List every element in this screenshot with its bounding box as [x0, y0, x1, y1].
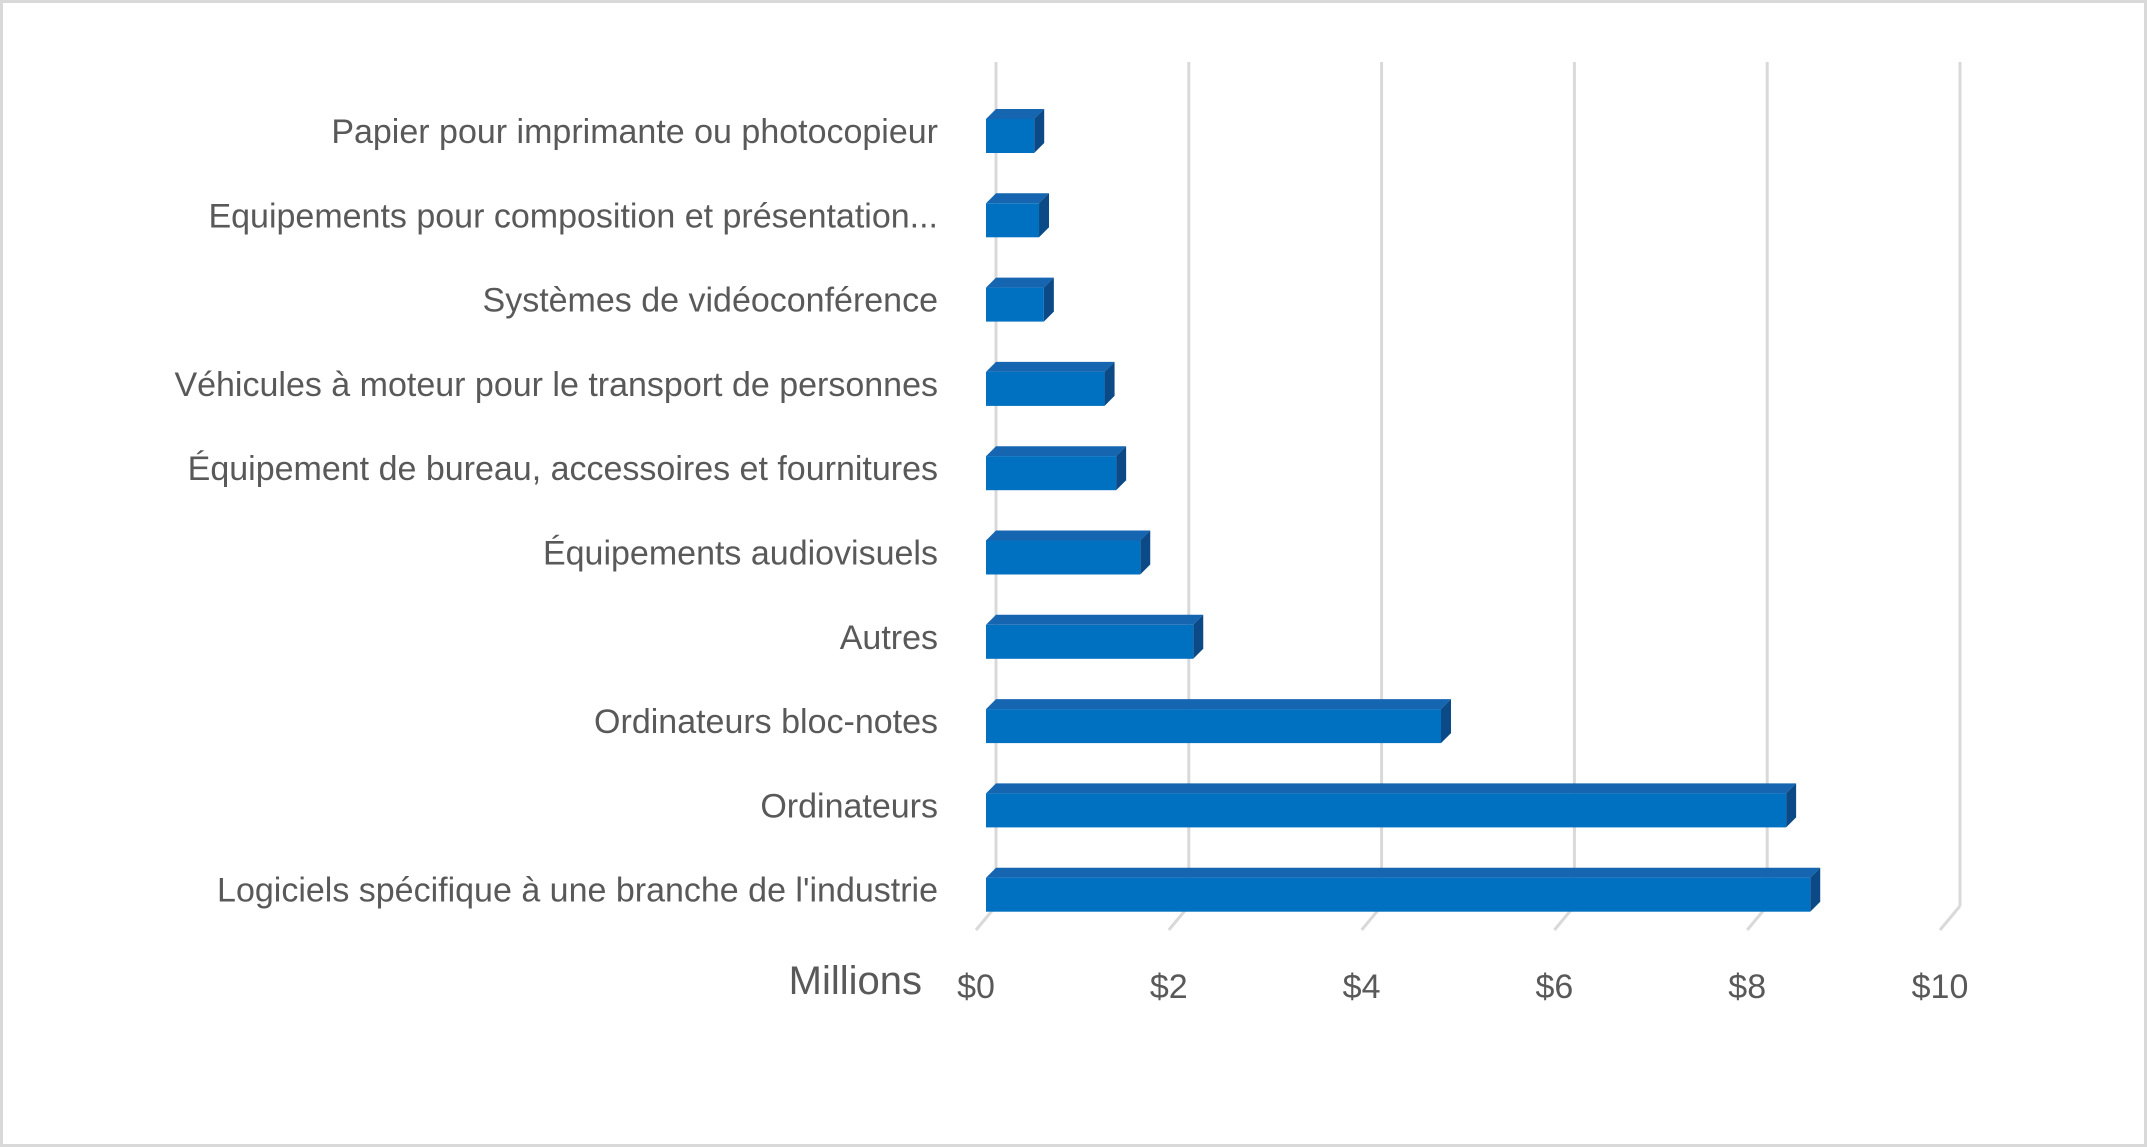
bar-side-face: [1786, 783, 1797, 828]
bar-top-face: [986, 614, 1204, 625]
bar: [986, 614, 1204, 659]
tick-label: $6: [1535, 968, 1573, 1006]
bar: [986, 783, 1797, 828]
bar-front-face: [986, 456, 1117, 491]
bar: [986, 193, 1050, 238]
bar-top-face: [986, 109, 1045, 119]
bar: [986, 277, 1054, 322]
bar-top-face: [986, 361, 1115, 372]
bar-top-face: [986, 193, 1050, 204]
bar-side-face: [1810, 867, 1821, 912]
bar-front-face: [986, 877, 1811, 912]
bar-front-face: [986, 624, 1194, 659]
category-label: Systèmes de vidéoconférence: [483, 282, 938, 320]
bar-front-face: [986, 793, 1787, 828]
tick-labels: $0 $2 $4 $6 $8 $10: [957, 968, 1968, 1006]
bar-side-face: [1104, 361, 1115, 406]
tick-label: $0: [957, 968, 995, 1006]
bar: [986, 867, 1821, 912]
tick-label: $8: [1728, 968, 1766, 1006]
bar-front-face: [986, 540, 1141, 575]
bar: [986, 699, 1452, 744]
bar-side-face: [1116, 446, 1127, 491]
bar: [986, 530, 1151, 575]
bar-front-face: [986, 203, 1040, 238]
category-label: Véhicules à moteur pour le transport de …: [174, 366, 938, 404]
category-label: Ordinateurs: [760, 787, 938, 825]
tick-label: $2: [1150, 968, 1188, 1006]
bar-top-face: [986, 277, 1054, 288]
category-label: Autres: [840, 619, 938, 657]
bar-side-face: [1043, 277, 1054, 322]
category-label: Papier pour imprimante ou photocopieur: [331, 113, 938, 151]
bar: [986, 361, 1115, 406]
category-label: Equipements pour composition et présenta…: [208, 197, 938, 235]
bar-side-face: [1140, 530, 1151, 575]
bar-front-face: [986, 119, 1035, 153]
category-label: Ordinateurs bloc-notes: [594, 703, 938, 741]
bar-front-face: [986, 371, 1105, 406]
bar-side-face: [1034, 109, 1045, 153]
tick-label: $10: [1912, 968, 1969, 1006]
bar-top-face: [986, 699, 1452, 710]
category-label: Logiciels spécifique à une branche de l'…: [217, 872, 938, 910]
bar-top-face: [986, 783, 1797, 794]
bar-top-face: [986, 867, 1821, 878]
bar-front-face: [986, 287, 1044, 322]
bar-front-face: [986, 709, 1442, 744]
bar-side-face: [1039, 193, 1050, 238]
bar-side-face: [1193, 614, 1204, 659]
bar: [986, 109, 1045, 153]
category-label: Équipement de bureau, accessoires et fou…: [188, 450, 938, 488]
bars: [986, 109, 1821, 912]
bar: [986, 446, 1127, 491]
bar-side-face: [1441, 699, 1452, 744]
display-units-label: Millions: [789, 959, 922, 1003]
category-label: Équipements audiovisuels: [543, 535, 938, 573]
bar-top-face: [986, 446, 1127, 457]
floor-tick: [1938, 905, 1962, 931]
bar-top-face: [986, 530, 1151, 541]
tick-label: $4: [1343, 968, 1381, 1006]
category-labels: Logiciels spécifique à une branche de l'…: [174, 113, 938, 910]
